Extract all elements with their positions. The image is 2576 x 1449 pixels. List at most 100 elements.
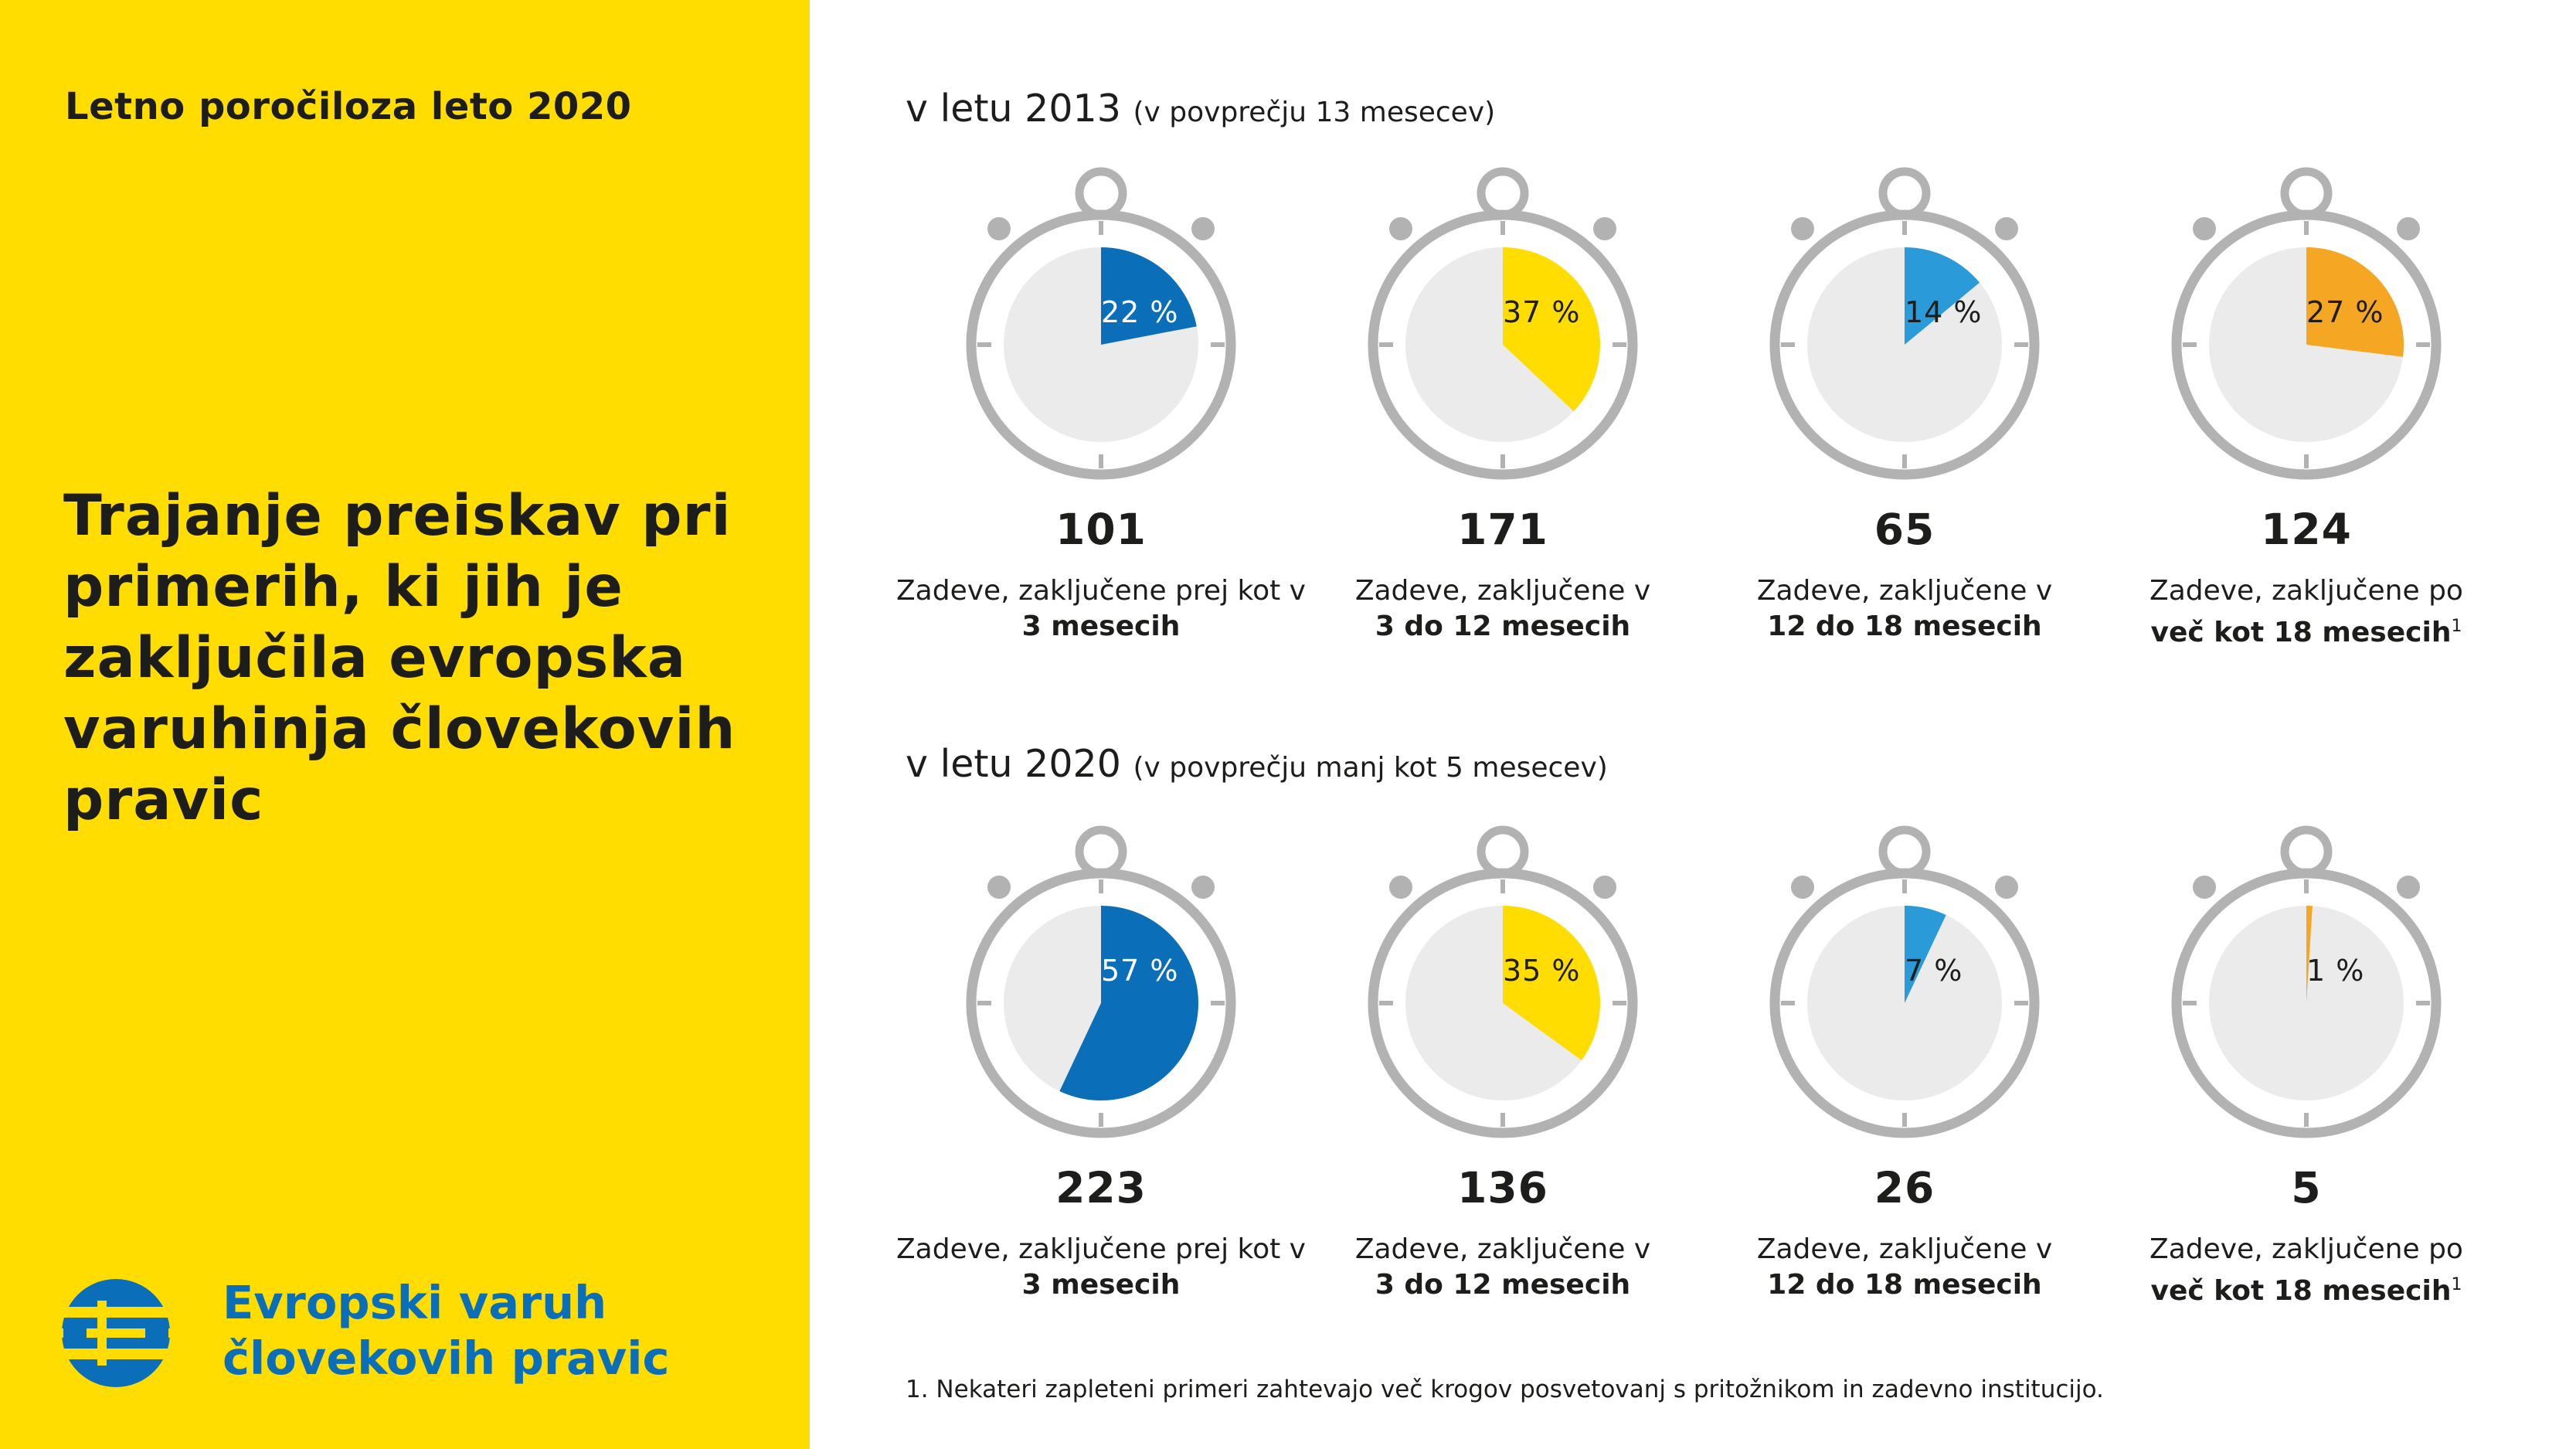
side-button [1389, 217, 1412, 240]
section-year: v letu 2020 [906, 742, 1121, 786]
side-button [2193, 217, 2216, 240]
case-count-block: 124 Zadeve, zaključene po več kot 18 mesec… [2090, 504, 2523, 651]
description-line2: 3 mesecih [885, 1267, 1317, 1303]
crown-ring [1075, 825, 1127, 878]
stopwatch: 14 % [1742, 159, 2067, 499]
report-title: Letno poročiloza leto 2020 [65, 85, 632, 128]
stopwatch-graphic [1769, 825, 2040, 1138]
side-button [1191, 217, 1215, 240]
case-count: 124 [2261, 505, 2352, 554]
description-line1: Zadeve, zaključene v [1354, 575, 1651, 607]
percent-wedge [2306, 906, 2313, 1003]
section-subtitle: (v povprečju manj kot 5 mesecev) [1133, 752, 1608, 784]
case-count: 5 [2291, 1163, 2322, 1213]
crown-ring [1477, 825, 1529, 878]
stopwatch: 27 % [2144, 159, 2469, 499]
side-button [1593, 876, 1616, 899]
stopwatch-graphic [2171, 167, 2442, 480]
section-title-2020: v letu 2020 (v povprečju manj kot 5 mese… [906, 742, 1608, 786]
stopwatch-graphic [2171, 825, 2442, 1138]
percent-wedge [1503, 247, 1600, 412]
description-line2: več kot 18 mesecih1 [2090, 1267, 2523, 1309]
side-button [2397, 876, 2420, 899]
crown-ring [1878, 825, 1931, 878]
main-heading: Trajanje preiskav pri primerih, ki jih j… [63, 483, 736, 833]
case-count: 26 [1874, 1163, 1935, 1213]
side-button [987, 876, 1011, 899]
footnote: 1. Nekateri zapleteni primeri zahtevajo … [906, 1376, 2104, 1403]
case-description: Zadeve, zaključene po več kot 18 mesecih1 [2090, 1232, 2523, 1309]
percent-label: 22 % [1101, 295, 1179, 329]
stopwatch: 22 % [939, 159, 1263, 499]
case-count-block: 26 Zadeve, zaključene v 12 do 18 mesecih [1688, 1162, 2121, 1303]
stopwatch-graphic [966, 167, 1236, 480]
side-button [1791, 217, 1814, 240]
description-line1: Zadeve, zaključene v [1354, 1233, 1651, 1265]
description-line1: Zadeve, zaključene po [2149, 1233, 2463, 1265]
stopwatch-graphic [1368, 825, 1638, 1138]
description-emphasis: 12 do 18 mesecih [1767, 1269, 2042, 1301]
crown-ring [2280, 825, 2333, 878]
stopwatch: 7 % [1742, 818, 2067, 1158]
logo-text-line1: Evropski varuh [223, 1276, 607, 1329]
ombudsman-logo [54, 1279, 178, 1387]
section-year: v letu 2013 [906, 87, 1121, 131]
description-line1: Zadeve, zaključene po [2149, 575, 2463, 607]
case-description: Zadeve, zaključene po več kot 18 mesecih1 [2090, 573, 2523, 651]
crown-ring [1075, 167, 1127, 219]
side-button [1995, 217, 2018, 240]
stopwatch-graphic [1368, 167, 1638, 480]
percent-wedge [1059, 906, 1198, 1100]
percent-label: 14 % [1905, 295, 1983, 329]
side-button [1191, 876, 1215, 899]
description-line2: 3 do 12 mesecih [1286, 1267, 1719, 1303]
section-title-2013: v letu 2013 (v povprečju 13 mesecev) [906, 87, 1495, 131]
crown-ring [2280, 167, 2333, 219]
crown-ring [1878, 167, 1931, 219]
case-count-block: 223 Zadeve, zaključene prej kot v 3 meseci… [885, 1162, 1317, 1303]
description-line2: 3 do 12 mesecih [1286, 609, 1719, 645]
side-button [987, 217, 1011, 240]
percent-label: 57 % [1101, 954, 1179, 988]
description-emphasis: 3 do 12 mesecih [1375, 611, 1631, 642]
description-line2: 12 do 18 mesecih [1688, 1267, 2121, 1303]
case-description: Zadeve, zaključene v 3 do 12 mesecih [1286, 573, 1719, 645]
stopwatch: 57 % [939, 818, 1263, 1158]
crown-ring [1477, 167, 1529, 219]
percent-label: 1 % [2306, 954, 2365, 988]
case-count: 101 [1055, 505, 1147, 554]
description-line1: Zadeve, zaključene prej kot v [896, 1233, 1306, 1265]
case-count: 223 [1055, 1163, 1147, 1213]
description-line1: Zadeve, zaključene v [1756, 1233, 2053, 1265]
description-emphasis: več kot 18 mesecih [2150, 1275, 2452, 1307]
footnote-marker: 1 [2451, 617, 2462, 636]
case-description: Zadeve, zaključene prej kot v 3 mesecih [885, 1232, 1317, 1303]
percent-wedge [1503, 906, 1601, 1061]
case-count-block: 171 Zadeve, zaključene v 3 do 12 mesecih [1286, 504, 1719, 645]
percent-wedge [2306, 247, 2404, 357]
stopwatch: 1 % [2144, 818, 2469, 1158]
case-count-block: 65 Zadeve, zaključene v 12 do 18 mesecih [1688, 504, 2121, 645]
case-count: 136 [1457, 1163, 1548, 1213]
description-line2: 12 do 18 mesecih [1688, 609, 2121, 645]
percent-wedge [1905, 247, 1980, 345]
case-description: Zadeve, zaključene prej kot v 3 mesecih [885, 573, 1317, 645]
percent-wedge [1101, 247, 1197, 345]
side-button [1593, 217, 1616, 240]
case-count-block: 5 Zadeve, zaključene po več kot 18 mesecih… [2090, 1162, 2523, 1309]
section-subtitle: (v povprečju 13 mesecev) [1133, 97, 1496, 128]
logo-text-line2: človekovih pravic [223, 1332, 670, 1385]
percent-wedge [1905, 906, 1946, 1003]
stopwatch: 37 % [1341, 159, 1665, 499]
description-line2: 3 mesecih [885, 609, 1317, 645]
side-button [2193, 876, 2216, 899]
description-emphasis: več kot 18 mesecih [2150, 617, 2452, 648]
description-emphasis: 12 do 18 mesecih [1767, 611, 2042, 642]
percent-label: 7 % [1905, 954, 1963, 988]
case-count: 65 [1874, 505, 1935, 554]
footnote-marker: 1 [2451, 1275, 2462, 1294]
side-button [1389, 876, 1412, 899]
side-button [2397, 217, 2420, 240]
percent-label: 35 % [1503, 954, 1581, 988]
side-button [1995, 876, 2018, 899]
